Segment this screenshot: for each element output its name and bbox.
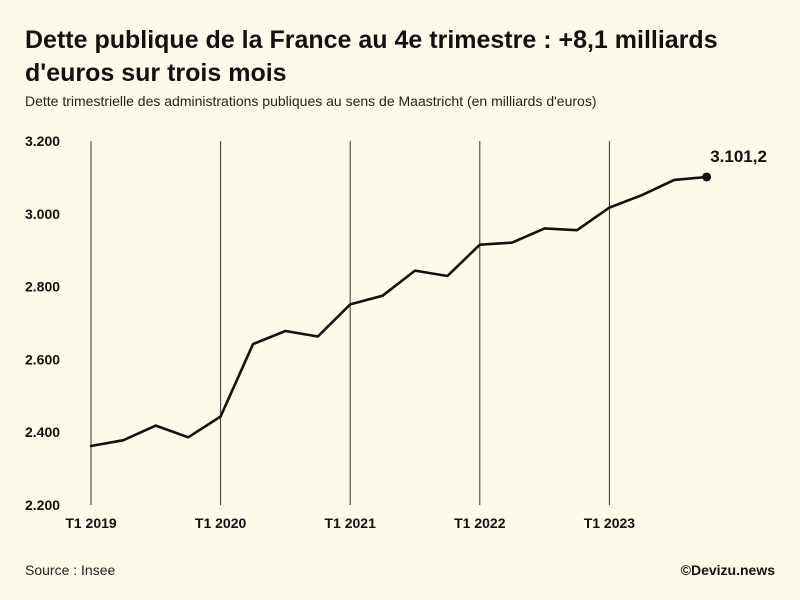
y-tick-label: 2.400 [25,424,60,440]
credit-logo: ©Devizu.news [680,562,775,578]
x-tick-label: T1 2019 [65,515,117,531]
x-axis-ticks: T1 2019 T1 2020 T1 2021 T1 2022 T1 2023 [65,515,635,531]
chart-subtitle: Dette trimestrielle des administrations … [25,93,597,109]
x-tick-label: T1 2021 [325,515,377,531]
y-tick-label: 2.200 [25,497,60,513]
y-axis-ticks: 2.200 2.400 2.600 2.800 3.000 3.200 [25,133,60,513]
y-tick-label: 3.200 [25,133,60,149]
end-value-label: 3.101,2 [710,147,767,166]
series-line [89,175,708,448]
chart-title: Dette publique de la France au 4e trimes… [25,26,718,87]
x-gridlines [90,141,610,505]
x-tick-label: T1 2020 [195,515,247,531]
y-tick-label: 2.800 [25,279,60,295]
source-note: Source : Insee [25,562,116,578]
x-tick-label: T1 2023 [584,515,636,531]
x-tick-label: T1 2022 [454,515,506,531]
y-tick-label: 2.600 [25,351,60,367]
y-tick-label: 3.000 [25,206,60,222]
end-point-marker [702,172,712,182]
